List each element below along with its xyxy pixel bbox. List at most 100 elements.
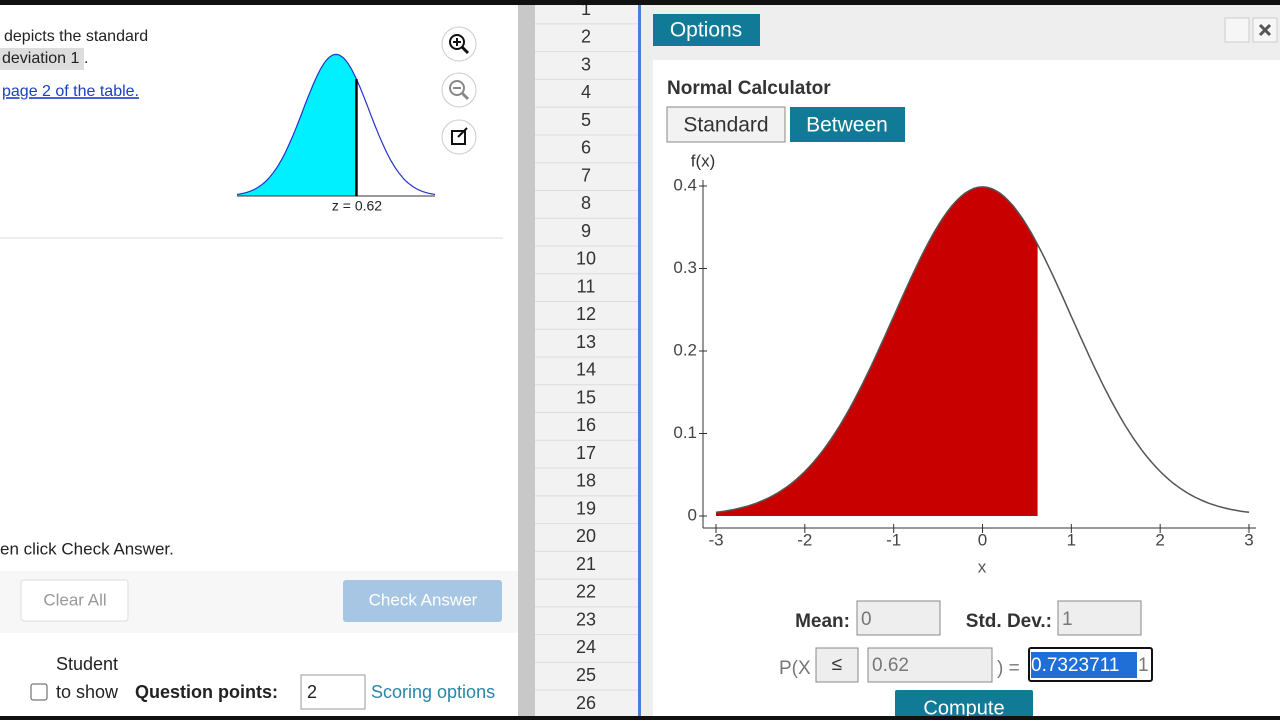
row-number: 19 [576,498,596,518]
result-rest: 1 [1138,655,1149,676]
to-show-text: to show [56,682,119,702]
open-external[interactable] [441,119,477,155]
zoom-out[interactable] [441,72,477,108]
sd-input[interactable] [1057,600,1142,636]
scoring-link[interactable]: Scoring options [371,682,495,702]
bottom-edge [0,716,1280,720]
equals: ) = [997,658,1020,679]
top-edge [0,0,1280,5]
row-number: 18 [576,471,596,491]
x-input[interactable] [867,647,993,683]
question-period: . [84,50,88,67]
clear-label: Clear All [43,590,106,609]
splitter [518,0,535,720]
shaded-area [716,186,1038,516]
points-label: Question points: [135,682,278,702]
x-tick-label: 0 [978,530,987,549]
row-number: 8 [581,193,591,213]
row-number: 24 [576,637,596,657]
checkbox[interactable] [30,683,48,701]
thumbnail-figure [236,53,436,197]
row-number: 26 [576,693,596,713]
op-label: ≤ [832,654,842,675]
check-button[interactable] [343,580,502,622]
result-selected: 0.7323711 [1031,655,1119,676]
row-number: 12 [576,304,596,324]
row-number: 13 [576,332,596,352]
options-label: Options [670,19,742,42]
question-text: depicts the standard [4,28,148,45]
y-tick-label: 0.2 [673,340,697,359]
row-number: 9 [581,221,591,241]
instruction: en click Check Answer. [0,539,174,558]
row-number: 22 [576,582,596,602]
x-tick-label: -2 [797,530,812,549]
density-curve [715,186,1250,514]
row-header [535,0,640,720]
thumb-shade [237,54,357,197]
selection [1031,652,1137,678]
y-tick-label: 0.1 [673,423,697,442]
x-value: 0.62 [872,655,909,676]
row-number: 17 [576,443,596,463]
row-number: 16 [576,415,596,435]
student-text: Student [56,654,118,674]
selection-edge [638,0,641,720]
question-highlight: deviation 1 [2,50,79,67]
zoom-in[interactable] [441,26,477,62]
mean-label: Mean: [795,611,850,632]
points-value: 2 [307,682,317,702]
plot: 0 0.1 0.2 0.3 0.4 -3 -2 -1 0 1 2 3 [673,175,1256,549]
row-number: 4 [581,82,591,102]
op-button[interactable] [815,647,859,683]
row-number: 15 [576,387,596,407]
y-tick-label: 0.3 [673,258,697,277]
row-number: 5 [581,110,591,130]
standard-button[interactable] [666,106,786,143]
row-number: 20 [576,526,596,546]
sd-value: 1 [1062,609,1073,630]
table-link[interactable]: page 2 of the table. [2,83,139,100]
mean-input[interactable] [856,600,941,636]
calculator-title: Normal Calculator [667,78,831,99]
row-number: 14 [576,360,596,380]
p-open: P(X [779,658,811,679]
x-tick-label: -3 [708,530,723,549]
compute-button[interactable] [895,690,1033,724]
highlight-bg [0,48,84,70]
mean-value: 0 [861,609,872,630]
y-tick-label: 0 [688,505,697,524]
row-number: 7 [581,165,591,185]
row-number: 21 [576,554,596,574]
x-tick-label: 1 [1067,530,1076,549]
rows: 1234567891011121314151617181920212223242… [535,0,638,719]
row-number: 2 [581,27,591,47]
row-number: 23 [576,609,596,629]
sd-label: Std. Dev.: [966,611,1052,632]
x-axis-label: x [978,557,987,576]
options-tab[interactable] [653,14,760,46]
row-number: 10 [576,249,596,269]
x-tick-label: 3 [1244,530,1253,549]
row-number: 6 [581,138,591,158]
x-tick-label: 2 [1155,530,1164,549]
check-label: Check Answer [369,590,478,609]
maximize-button[interactable] [1224,17,1250,43]
standard-label: Standard [683,114,768,137]
row-number: 11 [577,276,596,296]
row-number: 25 [576,665,596,685]
between-button[interactable] [790,107,905,142]
compute-label: Compute [923,697,1004,719]
figure-label: z = 0.62 [332,198,382,214]
row-number: 3 [581,54,591,74]
clear-button[interactable] [20,579,129,622]
y-tick-label: 0.4 [673,175,697,194]
close-icon [1258,23,1272,37]
between-label: Between [806,114,888,137]
thumb-curve [236,53,436,195]
x-tick-label: -1 [886,530,901,549]
y-axis-label: f(x) [691,151,716,170]
points-input[interactable] [300,674,366,710]
row-number: 1 [581,0,591,19]
